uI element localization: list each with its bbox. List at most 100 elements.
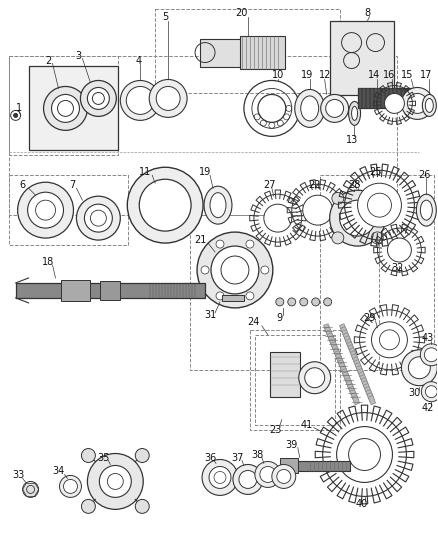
Ellipse shape: [210, 193, 226, 217]
Circle shape: [421, 382, 438, 402]
Text: 15: 15: [401, 70, 413, 80]
Circle shape: [99, 465, 131, 497]
Circle shape: [261, 266, 269, 274]
Bar: [240, 36, 285, 69]
Bar: [9, 175, 128, 245]
Circle shape: [425, 386, 437, 398]
Ellipse shape: [301, 96, 319, 121]
Bar: [100, 281, 120, 300]
Text: 20: 20: [236, 7, 248, 18]
Text: 19: 19: [199, 167, 211, 177]
Bar: [357, 88, 413, 108]
Text: 39: 39: [286, 440, 298, 449]
Circle shape: [216, 292, 224, 300]
Circle shape: [246, 240, 254, 248]
Circle shape: [260, 466, 276, 482]
Bar: [16, 283, 205, 298]
Circle shape: [332, 232, 344, 244]
Bar: [200, 38, 280, 67]
Bar: [270, 352, 300, 397]
Text: 24: 24: [248, 317, 260, 327]
Circle shape: [81, 80, 117, 116]
Circle shape: [424, 348, 438, 362]
Ellipse shape: [420, 200, 432, 220]
Circle shape: [139, 179, 191, 231]
Circle shape: [60, 475, 81, 497]
Text: 22: 22: [308, 180, 321, 190]
Circle shape: [371, 322, 407, 358]
Text: 19: 19: [300, 70, 313, 80]
Circle shape: [303, 195, 332, 225]
Bar: [9, 55, 397, 215]
Circle shape: [305, 368, 325, 387]
Text: 9: 9: [277, 313, 283, 323]
Circle shape: [407, 93, 427, 114]
Circle shape: [23, 481, 39, 497]
Text: 21: 21: [194, 235, 206, 245]
Text: 29: 29: [364, 313, 376, 323]
Bar: [222, 295, 244, 301]
Text: 2: 2: [46, 55, 52, 66]
Circle shape: [202, 459, 238, 495]
Circle shape: [299, 362, 331, 394]
Circle shape: [300, 298, 308, 306]
Circle shape: [239, 471, 257, 488]
Bar: [60, 280, 90, 301]
Bar: [255, 335, 335, 425]
Circle shape: [197, 232, 273, 308]
Circle shape: [135, 499, 149, 513]
Circle shape: [339, 200, 375, 236]
Bar: [28, 66, 118, 150]
Ellipse shape: [295, 90, 325, 127]
Circle shape: [88, 454, 143, 510]
Text: 42: 42: [421, 402, 434, 413]
Text: 33: 33: [13, 471, 25, 480]
Bar: [320, 175, 434, 370]
Text: 6: 6: [20, 180, 26, 190]
Ellipse shape: [425, 99, 433, 112]
Circle shape: [401, 350, 437, 386]
Circle shape: [371, 232, 383, 244]
Circle shape: [233, 464, 263, 495]
Circle shape: [326, 100, 343, 117]
Text: 11: 11: [139, 167, 152, 177]
Circle shape: [156, 86, 180, 110]
Text: 18: 18: [42, 257, 55, 267]
Text: 40: 40: [355, 499, 367, 510]
Circle shape: [388, 238, 411, 262]
Circle shape: [88, 87, 110, 109]
Circle shape: [272, 464, 296, 488]
Circle shape: [371, 192, 383, 204]
Circle shape: [126, 86, 154, 115]
Circle shape: [408, 357, 430, 379]
Circle shape: [81, 499, 95, 513]
Circle shape: [209, 466, 231, 488]
Circle shape: [64, 480, 78, 494]
Circle shape: [246, 292, 254, 300]
Bar: [190, 215, 379, 370]
Text: 10: 10: [272, 70, 284, 80]
Circle shape: [81, 449, 95, 463]
Circle shape: [211, 246, 259, 294]
Text: 35: 35: [97, 453, 110, 463]
Circle shape: [337, 426, 392, 482]
Bar: [330, 21, 395, 95]
Text: 4: 4: [135, 55, 141, 66]
Circle shape: [420, 344, 438, 366]
Text: 26: 26: [418, 170, 431, 180]
Text: 1: 1: [16, 103, 22, 114]
Circle shape: [385, 93, 404, 114]
Circle shape: [216, 240, 224, 248]
Text: 23: 23: [270, 425, 282, 434]
Circle shape: [321, 94, 349, 123]
Circle shape: [264, 204, 292, 232]
Circle shape: [288, 298, 296, 306]
Text: 31: 31: [204, 310, 216, 320]
Circle shape: [52, 94, 79, 123]
Text: 17: 17: [420, 70, 433, 80]
Bar: [280, 457, 298, 473]
Circle shape: [135, 449, 149, 463]
Circle shape: [312, 298, 320, 306]
Circle shape: [14, 114, 18, 117]
Ellipse shape: [349, 101, 360, 125]
